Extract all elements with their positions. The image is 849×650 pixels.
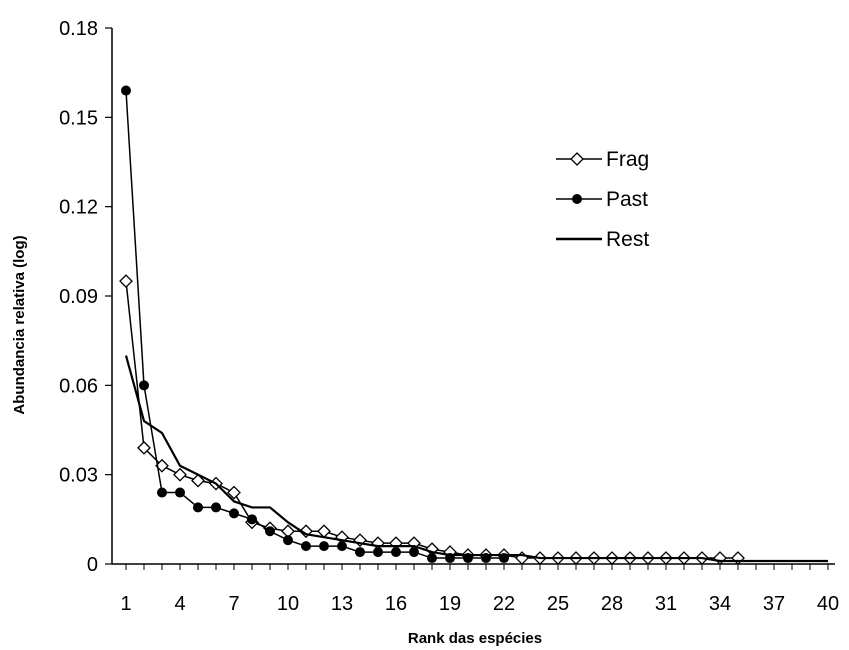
y-axis-title: Abundancia relativa (log)	[11, 235, 28, 414]
data-point-past	[229, 508, 239, 519]
x-tick-label: 34	[709, 593, 731, 615]
data-point-past	[409, 547, 419, 558]
x-tick-label: 25	[547, 593, 569, 615]
x-tick-label: 22	[493, 593, 515, 615]
data-point-past	[247, 514, 257, 525]
series-line-past	[125, 90, 504, 559]
x-tick-label: 7	[228, 593, 239, 615]
data-point-past	[283, 535, 293, 546]
y-tick-label: 0	[87, 554, 98, 576]
x-tick-label: 4	[174, 593, 185, 615]
data-point-past	[355, 547, 365, 558]
data-point-past	[319, 541, 329, 552]
y-tick-label: 0.18	[59, 18, 98, 40]
legend-marker	[572, 194, 582, 204]
data-point-frag	[173, 467, 187, 482]
axes: 0 0.03 0.06 0.09 0.12 0.15 0.18 1 4 7 10 13 16 19 22 25…	[59, 18, 839, 615]
x-tick-label: 19	[439, 593, 461, 615]
data-point-frag	[515, 551, 529, 565]
data-point-past	[373, 547, 383, 558]
data-point-frag	[731, 551, 745, 565]
x-tick-label: 31	[655, 593, 677, 615]
series-layer	[119, 85, 828, 565]
x-tick-label: 10	[277, 593, 299, 615]
data-point-past	[301, 541, 311, 552]
legend-item-rest: Rest	[556, 228, 649, 251]
y-tick-label: 0.15	[59, 107, 98, 129]
y-tick-label: 0.12	[59, 197, 98, 219]
y-tick-label: 0.09	[59, 286, 98, 308]
data-point-past	[337, 541, 347, 552]
data-point-frag	[155, 458, 169, 473]
data-point-frag	[227, 485, 241, 500]
series-line-rest	[124, 355, 828, 563]
data-point-past	[265, 526, 275, 537]
series-past	[121, 85, 509, 564]
y-tick-label: 0.06	[59, 375, 98, 397]
legend-label: Rest	[606, 228, 649, 251]
x-tick-label: 13	[331, 593, 353, 615]
legend: Frag Past Rest	[556, 148, 649, 251]
data-point-past	[175, 487, 185, 498]
data-point-frag	[119, 274, 133, 289]
x-axis-title: Rank das espécies	[408, 630, 542, 647]
data-point-past	[427, 553, 437, 564]
x-tick-label: 37	[763, 593, 785, 615]
data-point-past	[211, 502, 221, 513]
data-point-past	[157, 487, 167, 498]
data-point-past	[121, 85, 131, 96]
y-tick-label: 0.03	[59, 465, 98, 487]
legend-label: Past	[606, 188, 648, 211]
data-point-past	[193, 502, 203, 513]
data-point-frag	[137, 440, 151, 455]
data-point-past	[391, 547, 401, 558]
legend-marker	[570, 152, 584, 166]
data-point-past	[139, 380, 149, 391]
x-tick-label: 1	[120, 593, 131, 615]
legend-item-frag: Frag	[556, 148, 649, 171]
x-tick-label: 40	[817, 593, 839, 615]
legend-label: Frag	[606, 148, 649, 171]
series-line-frag	[125, 281, 738, 559]
series-frag	[119, 274, 745, 565]
data-point-frag	[191, 473, 205, 488]
series-rest	[124, 355, 828, 563]
x-tick-label: 16	[385, 593, 407, 615]
legend-item-past: Past	[556, 188, 648, 211]
x-tick-label: 28	[601, 593, 623, 615]
data-point-frag	[713, 551, 727, 565]
